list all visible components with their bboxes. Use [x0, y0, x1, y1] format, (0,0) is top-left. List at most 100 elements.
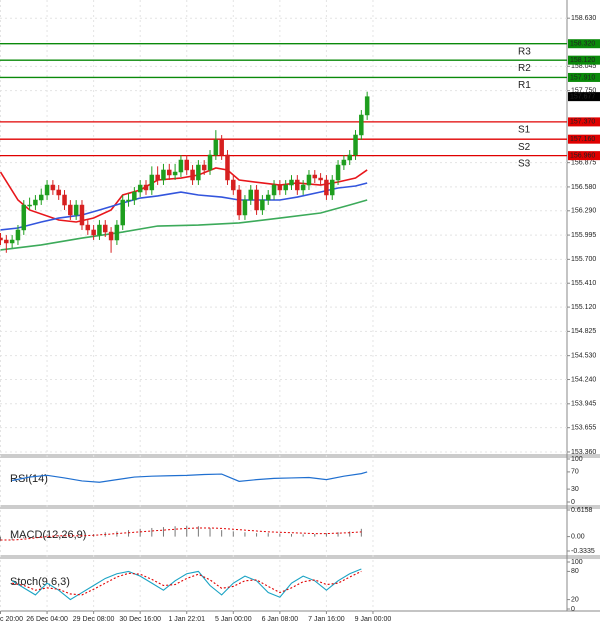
- candle-body: [167, 169, 172, 176]
- x-tick-label: 5 Jan 00:00: [215, 616, 252, 623]
- pane-title: Stoch(9,6,3): [10, 576, 70, 588]
- candle-body: [277, 184, 283, 191]
- x-tick-label: 1 Jan 22:01: [168, 616, 205, 623]
- candle-body: [364, 96, 370, 116]
- x-tick-label: 29 Dec 08:00: [73, 616, 115, 623]
- candle-body: [335, 164, 341, 181]
- y-tick-label: 158.630: [571, 15, 596, 22]
- level-name: R3: [518, 46, 531, 57]
- candle-body: [85, 224, 91, 231]
- last-price-label: 157.677: [570, 93, 595, 100]
- candle-body: [318, 177, 323, 181]
- candle-body: [312, 174, 318, 179]
- candle-body: [242, 199, 248, 216]
- candle-body: [359, 114, 364, 136]
- x-tick-label: c 20:00: [0, 616, 23, 623]
- level-tag: [568, 55, 600, 65]
- candle-body: [56, 189, 61, 196]
- candle-body: [341, 159, 347, 166]
- candle-body: [201, 164, 207, 171]
- y-tick-label: 155.410: [571, 280, 596, 287]
- y-tick-label: 0.00: [571, 533, 585, 540]
- y-tick-label: 154.530: [571, 352, 596, 359]
- y-tick-label: 80: [571, 568, 579, 575]
- candle-body: [79, 204, 85, 226]
- candle-body: [155, 174, 160, 181]
- y-tick-label: 0: [571, 499, 575, 506]
- candle-body: [231, 179, 236, 191]
- y-tick-label: 0.6158: [571, 507, 593, 514]
- candle-body: [271, 184, 277, 196]
- level-tag-label: 158.320: [570, 41, 595, 48]
- last-price-tag: [568, 92, 600, 102]
- level-tag: [568, 72, 600, 82]
- candle-body: [283, 184, 288, 191]
- x-tick-label: 9 Jan 00:00: [355, 616, 392, 623]
- signal-line: [0, 527, 362, 541]
- y-tick-label: 153.360: [571, 449, 596, 456]
- level-tag-label: 157.370: [570, 119, 595, 126]
- candle-body: [248, 189, 254, 201]
- candle-body: [149, 174, 155, 191]
- candle-body: [178, 159, 184, 173]
- level-name: R1: [518, 80, 531, 91]
- candle-body: [289, 179, 294, 186]
- candle-body: [265, 194, 271, 201]
- candle-body: [213, 139, 219, 156]
- candle-body: [103, 224, 108, 233]
- x-tick-label: 6 Jan 08:00: [262, 616, 299, 623]
- candle-body: [38, 194, 44, 201]
- candle-body: [44, 184, 50, 196]
- candle-body: [9, 239, 15, 244]
- candle-body: [300, 184, 306, 191]
- level-tag: [568, 151, 600, 161]
- candle-body: [184, 159, 189, 171]
- moving-average: [0, 182, 368, 231]
- candle-body: [120, 199, 125, 226]
- y-tick-label: 156.290: [571, 208, 596, 215]
- x-tick-label: 30 Dec 16:00: [119, 616, 161, 623]
- level-tag-label: 157.160: [570, 136, 595, 143]
- candle-body: [15, 229, 21, 241]
- candle-body: [126, 199, 131, 202]
- level-name: S1: [518, 125, 531, 136]
- candle-body: [132, 191, 137, 201]
- candle-body: [137, 184, 143, 193]
- candle-body: [33, 199, 38, 206]
- candle-body: [254, 189, 259, 211]
- stoch-line: [12, 570, 362, 596]
- candle-body: [260, 199, 265, 211]
- candle-body: [225, 154, 230, 181]
- y-tick-label: 155.995: [571, 232, 596, 239]
- candle-body: [329, 179, 335, 196]
- candle-body: [50, 184, 56, 191]
- stoch-line: [11, 568, 362, 601]
- level-name: S2: [518, 142, 531, 153]
- y-tick-label: 157.750: [571, 87, 596, 94]
- candle-body: [114, 224, 120, 241]
- y-tick-label: -0.3335: [571, 548, 595, 555]
- candle-body: [97, 224, 102, 236]
- level-tag-label: 156.960: [570, 152, 595, 159]
- y-tick-label: 20: [571, 596, 579, 603]
- y-tick-label: 153.655: [571, 425, 596, 432]
- y-tick-label: 0: [571, 606, 575, 613]
- level-name: S3: [518, 158, 531, 169]
- candle-body: [295, 179, 300, 191]
- pane-title: MACD(12,26,9): [10, 529, 86, 541]
- level-tag-label: 158.120: [570, 57, 595, 64]
- x-tick-label: 26 Dec 04:00: [26, 616, 68, 623]
- candle-body: [161, 169, 166, 181]
- y-tick-label: 155.700: [571, 256, 596, 263]
- candle-body: [62, 194, 67, 206]
- candle-body: [196, 164, 201, 181]
- candle-body: [27, 204, 32, 207]
- candle-body: [219, 139, 224, 156]
- candle-body: [306, 174, 312, 186]
- candle-body: [324, 179, 329, 196]
- candle-body: [353, 134, 358, 156]
- y-tick-label: 153.945: [571, 401, 596, 408]
- y-tick-label: 158.045: [571, 63, 596, 70]
